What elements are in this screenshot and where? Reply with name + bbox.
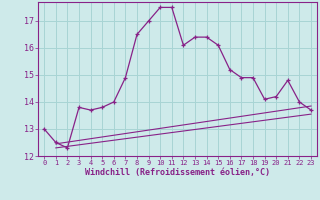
- X-axis label: Windchill (Refroidissement éolien,°C): Windchill (Refroidissement éolien,°C): [85, 168, 270, 177]
